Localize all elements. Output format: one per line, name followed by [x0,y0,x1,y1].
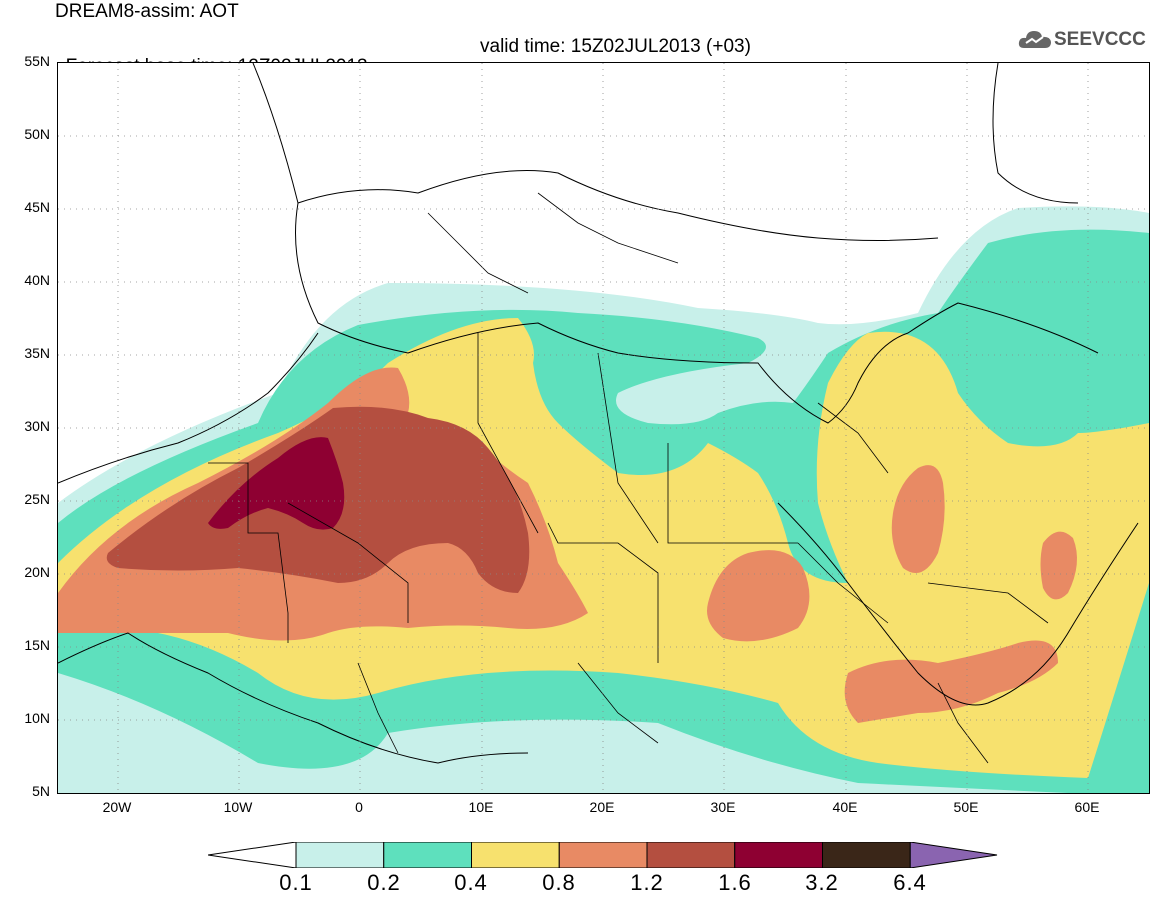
colorbar-cell [646,842,736,868]
lat-label-15n: 15N [24,637,50,653]
logo-text: SEEVCCC [1054,29,1146,50]
borders [208,192,1049,764]
lat-label-40n: 40N [24,272,50,288]
colorbar-cell [471,842,560,868]
legend-label-6-4: 6.4 [893,870,927,895]
lon-label-40e: 40E [832,799,858,815]
lon-label-10w: 10W [223,799,253,815]
lon-label-0: 0 [355,799,363,815]
lon-label-50e: 50E [953,799,979,815]
lat-label-10n: 10N [24,710,50,726]
lat-label-45n: 45N [24,199,50,215]
lat-label-5n: 5N [32,783,50,799]
colorbar-cell [383,842,472,868]
legend-label-0-4: 0.4 [454,870,488,895]
colorbar-arrow-high [909,842,998,868]
colorbar-arrow-low [208,842,297,868]
lon-label-20w: 20W [102,799,132,815]
map-panel [57,62,1150,794]
chart-title: DREAM8-assim: AOT [55,1,239,22]
lon-label-30e: 30E [710,799,736,815]
legend-label-0-1: 0.1 [279,870,313,895]
colorbar-cell [558,842,648,868]
legend-label-0-8: 0.8 [542,870,576,895]
lat-label-55n: 55N [24,53,50,69]
aot-field-1-6 [208,437,345,530]
valid-time: valid time: 15Z02JUL2013 (+03) [480,36,751,57]
colorbar-cell [822,842,911,868]
lon-label-10e: 10E [468,799,494,815]
lat-label-35n: 35N [24,345,50,361]
legend-label-1-2: 1.2 [630,870,664,895]
colorbar-cells [208,842,998,868]
lat-label-50n: 50N [24,126,50,142]
legend-label-3-2: 3.2 [805,870,839,895]
colorbar-cell [295,842,385,868]
colorbar-cell [734,842,823,868]
legend-label-1-6: 1.6 [718,870,752,895]
cloud-icon [1018,31,1051,48]
coastlines [58,63,1139,764]
seevccc-logo: SEEVCCC [1018,28,1158,52]
lat-label-25n: 25N [24,491,50,507]
colorbar [208,842,998,868]
lon-label-60e: 60E [1074,799,1100,815]
lat-label-30n: 30N [24,418,50,434]
legend-label-0-2: 0.2 [367,870,401,895]
lon-label-20e: 20E [589,799,615,815]
lat-label-20n: 20N [24,564,50,580]
aot-map [58,63,1149,793]
